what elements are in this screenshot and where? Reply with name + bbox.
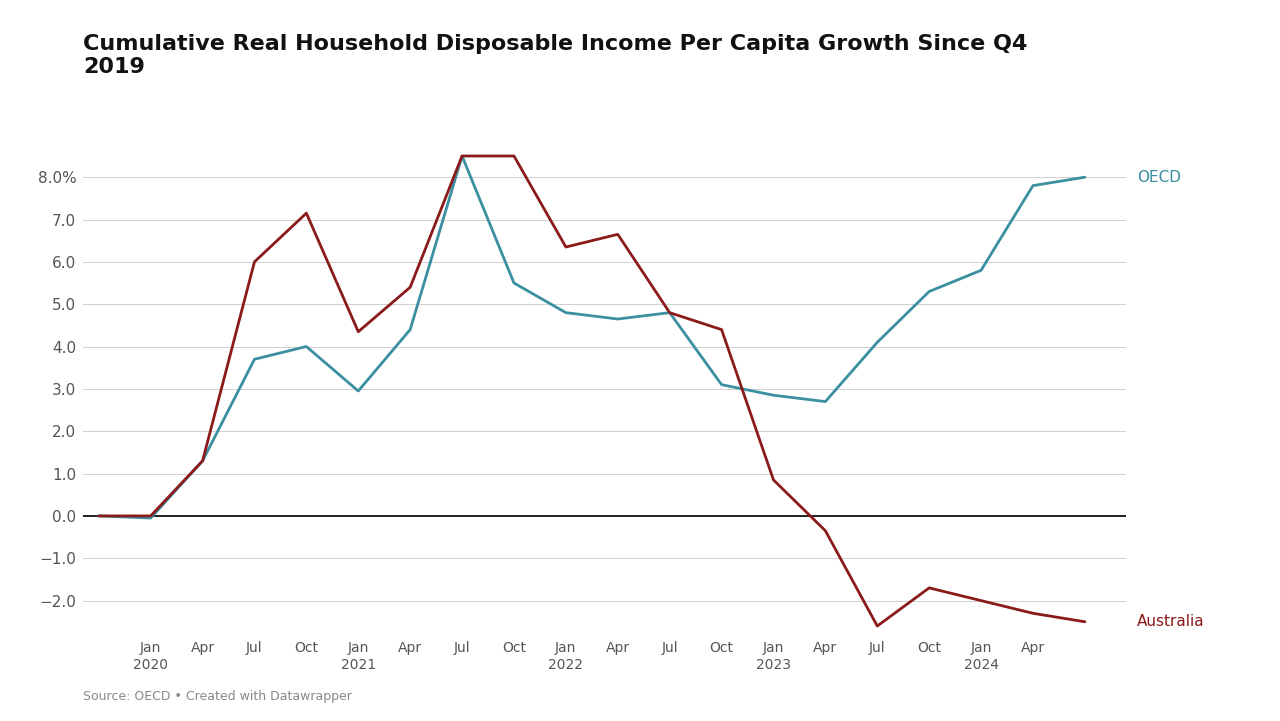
Text: Australia: Australia: [1137, 614, 1204, 629]
Text: Source: OECD • Created with Datawrapper: Source: OECD • Created with Datawrapper: [83, 690, 352, 703]
Text: Cumulative Real Household Disposable Income Per Capita Growth Since Q4
2019: Cumulative Real Household Disposable Inc…: [83, 34, 1028, 77]
Text: OECD: OECD: [1137, 169, 1180, 185]
